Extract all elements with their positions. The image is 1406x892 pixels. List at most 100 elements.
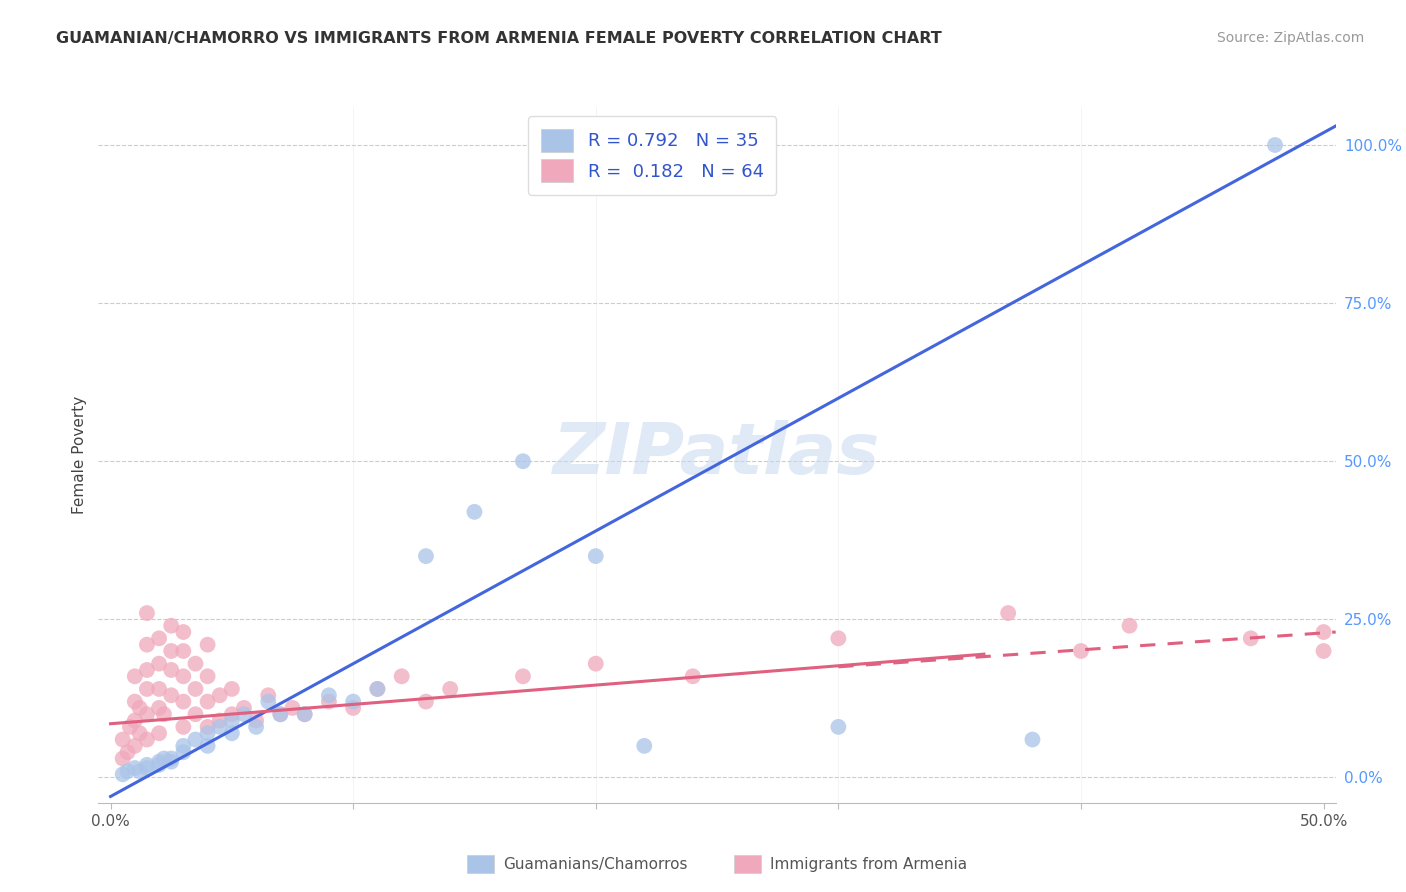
- Point: [415, 549, 437, 563]
- Point: [245, 720, 267, 734]
- Point: [1240, 632, 1263, 646]
- Point: [136, 761, 159, 775]
- Point: [269, 707, 291, 722]
- Point: [318, 688, 340, 702]
- Point: [245, 714, 267, 728]
- Point: [439, 681, 461, 696]
- Point: [585, 549, 607, 563]
- Point: [136, 732, 159, 747]
- Point: [160, 688, 183, 702]
- Point: [197, 669, 219, 683]
- Point: [148, 755, 170, 769]
- Point: [117, 764, 139, 779]
- Point: [172, 745, 194, 759]
- Point: [153, 707, 176, 722]
- Point: [136, 707, 159, 722]
- Point: [160, 644, 183, 658]
- Point: [827, 720, 849, 734]
- Text: Source: ZipAtlas.com: Source: ZipAtlas.com: [1216, 31, 1364, 45]
- Point: [148, 632, 170, 646]
- Point: [294, 707, 316, 722]
- Point: [172, 695, 194, 709]
- Point: [184, 707, 207, 722]
- Point: [415, 695, 437, 709]
- Point: [148, 681, 170, 696]
- Point: [197, 720, 219, 734]
- Point: [585, 657, 607, 671]
- Point: [184, 681, 207, 696]
- Point: [633, 739, 655, 753]
- Point: [172, 625, 194, 640]
- Point: [294, 707, 316, 722]
- Point: [269, 707, 291, 722]
- Text: GUAMANIAN/CHAMORRO VS IMMIGRANTS FROM ARMENIA FEMALE POVERTY CORRELATION CHART: GUAMANIAN/CHAMORRO VS IMMIGRANTS FROM AR…: [56, 31, 942, 46]
- Point: [1021, 732, 1043, 747]
- Point: [184, 732, 207, 747]
- Point: [172, 720, 194, 734]
- Point: [128, 764, 150, 779]
- Point: [128, 726, 150, 740]
- Point: [208, 688, 231, 702]
- Point: [124, 739, 146, 753]
- Point: [111, 732, 134, 747]
- Point: [233, 701, 256, 715]
- Point: [1264, 138, 1286, 153]
- Point: [682, 669, 704, 683]
- Point: [172, 739, 194, 753]
- Point: [160, 751, 183, 765]
- Point: [208, 720, 231, 734]
- Point: [197, 695, 219, 709]
- Point: [197, 739, 219, 753]
- Legend: Guamanians/Chamorros, Immigrants from Armenia: Guamanians/Chamorros, Immigrants from Ar…: [461, 849, 973, 879]
- Point: [233, 707, 256, 722]
- Point: [184, 657, 207, 671]
- Point: [221, 707, 243, 722]
- Point: [117, 745, 139, 759]
- Point: [124, 695, 146, 709]
- Point: [208, 714, 231, 728]
- Point: [1118, 618, 1140, 632]
- Point: [148, 757, 170, 772]
- Point: [128, 701, 150, 715]
- Point: [997, 606, 1019, 620]
- Point: [318, 695, 340, 709]
- Y-axis label: Female Poverty: Female Poverty: [72, 396, 87, 514]
- Point: [172, 644, 194, 658]
- Point: [281, 701, 304, 715]
- Text: ZIPatlas: ZIPatlas: [554, 420, 880, 490]
- Point: [257, 695, 280, 709]
- Point: [1312, 644, 1334, 658]
- Point: [136, 757, 159, 772]
- Point: [197, 726, 219, 740]
- Point: [136, 606, 159, 620]
- Point: [148, 726, 170, 740]
- Point: [118, 720, 141, 734]
- Point: [391, 669, 413, 683]
- Point: [160, 663, 183, 677]
- Point: [124, 761, 146, 775]
- Point: [124, 669, 146, 683]
- Point: [136, 638, 159, 652]
- Point: [148, 657, 170, 671]
- Point: [257, 688, 280, 702]
- Point: [124, 714, 146, 728]
- Point: [366, 681, 388, 696]
- Point: [160, 755, 183, 769]
- Point: [342, 695, 364, 709]
- Point: [512, 669, 534, 683]
- Point: [148, 701, 170, 715]
- Point: [1312, 625, 1334, 640]
- Point: [342, 701, 364, 715]
- Point: [221, 726, 243, 740]
- Point: [172, 669, 194, 683]
- Point: [366, 681, 388, 696]
- Point: [136, 663, 159, 677]
- Point: [1070, 644, 1092, 658]
- Point: [111, 767, 134, 781]
- Point: [153, 751, 176, 765]
- Point: [463, 505, 485, 519]
- Point: [160, 618, 183, 632]
- Point: [111, 751, 134, 765]
- Point: [827, 632, 849, 646]
- Point: [197, 638, 219, 652]
